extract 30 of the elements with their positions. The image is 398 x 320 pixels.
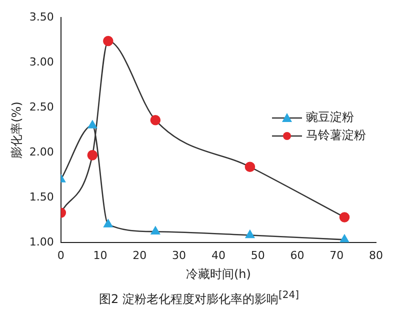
y-axis-title: 膨化率(%) [9,102,24,158]
y-tick-label: 1.00 [29,235,54,248]
x-tick-label: 70 [330,248,344,262]
x-tick-label: 80 [369,248,383,262]
point [340,234,350,242]
legend-label: 豌豆淀粉 [306,110,354,124]
x-tick-label: 20 [132,248,147,262]
y-tick-label: 2.50 [29,100,54,114]
point [339,212,350,222]
y-tick-label: 3.50 [29,10,54,24]
text: 图2 淀粉老化程度对膨化率的影响$^{[24]}$ [98,290,300,308]
point [87,150,98,160]
point [104,219,113,228]
y-tick-label: 3.00 [29,55,54,68]
x-axis-title: 冷藏时间(h) [186,266,251,281]
point [150,114,161,126]
point [244,162,256,172]
point [103,36,114,46]
x-tick-label: 30 [172,248,186,262]
x-tick-label: 10 [93,248,108,262]
y-tick-label: 1.50 [29,190,54,204]
point [245,230,255,238]
x-tick-label: 60 [290,248,304,262]
point [150,226,160,235]
x-tick-label: 40 [211,248,226,262]
x-tick-label: 0 [57,248,64,262]
point [88,120,97,128]
x-tick-label: 50 [250,248,265,262]
y-tick-label: 2.00 [29,145,54,158]
legend-label: 马铃薯淀粉 [306,128,366,142]
